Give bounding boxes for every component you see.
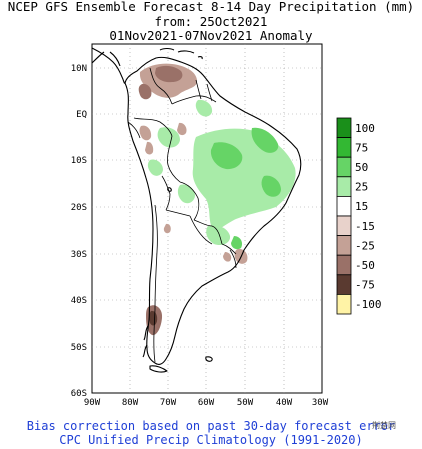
legend-swatch <box>336 274 352 295</box>
lon-label-60w: 60W <box>198 398 215 408</box>
legend-swatch <box>336 293 352 315</box>
border-venezuela-brazil <box>171 95 217 105</box>
legend-label: -25 <box>355 239 375 252</box>
dry-anomaly-colombia <box>138 83 152 100</box>
climatology-note: CPC Unified Precip Climatology (1991-202… <box>59 433 363 447</box>
wet-anomaly-bolivia <box>177 184 195 204</box>
lat-label-10n: 10N <box>71 64 87 74</box>
lat-label-50s: 50S <box>71 343 87 353</box>
border-ecuador-peru <box>127 121 141 139</box>
dry-anomaly-venezuela-core <box>155 65 183 83</box>
mexico-coastline <box>91 51 105 64</box>
patagonian-fjords <box>142 325 149 358</box>
legend-swatch <box>336 254 352 276</box>
latitude-labels: 10N EQ 10S 20S 30S 40S 50S 60S <box>71 64 87 399</box>
border-colombia-peru <box>133 117 173 137</box>
legend-swatch <box>336 176 352 197</box>
legend-swatch <box>336 195 352 217</box>
dry-anomaly-ecuador <box>139 125 152 141</box>
wet-anomaly-northeast-brazil <box>251 127 279 153</box>
dry-anomaly-central-amazon <box>177 122 187 136</box>
lat-label-eq: EQ <box>76 110 87 120</box>
legend-swatch <box>336 215 352 237</box>
wet-anomaly-east-brazil <box>261 175 281 197</box>
lon-label-30w: 30W <box>312 398 329 408</box>
country-borders <box>127 67 237 363</box>
wet-anomaly-peru <box>147 159 163 176</box>
legend-label: 50 <box>355 161 368 174</box>
color-legend: 100 75 50 25 15 -15 -25 -50 -75 -100 <box>336 117 382 315</box>
valid-period: 01Nov2021-07Nov2021 Anomaly <box>109 28 313 43</box>
lon-label-80w: 80W <box>122 398 139 408</box>
wet-anomaly-paraguay <box>206 225 231 246</box>
border-uruguay <box>229 249 237 269</box>
dry-anomaly-patagonia-core <box>149 310 158 326</box>
map-title: NCEP GFS Ensemble Forecast 8-14 Day Prec… <box>7 0 415 14</box>
wet-anomaly-uruguay <box>231 236 243 250</box>
lat-label-60s: 60S <box>71 389 87 399</box>
border-guianas <box>195 79 213 102</box>
falkland-islands <box>205 356 213 362</box>
legend-swatch <box>336 117 352 139</box>
lon-label-90w: 90W <box>84 398 101 408</box>
border-chile-argentina <box>153 204 158 363</box>
legend-swatch <box>336 156 352 178</box>
coastlines <box>91 47 302 373</box>
legend-label: -15 <box>355 220 375 233</box>
caribbean-islands <box>159 47 203 60</box>
legend-label: 25 <box>355 181 368 194</box>
south-america-coastline <box>124 56 302 365</box>
wet-anomaly-amazon-west <box>157 127 180 148</box>
longitude-labels: 90W 80W 70W 60W 50W 40W 30W <box>84 398 329 408</box>
border-paraguay <box>189 215 223 245</box>
anomaly-shading <box>138 63 296 336</box>
legend-label: 15 <box>355 200 368 213</box>
border-bolivia-brazil <box>179 181 200 221</box>
central-america-coastline <box>91 47 126 84</box>
wet-anomaly-guiana <box>195 99 213 117</box>
border-colombia-venezuela <box>149 67 173 105</box>
border-bolivia-argentina <box>165 209 191 217</box>
lat-label-40s: 40S <box>71 296 87 306</box>
wet-anomaly-brazil-core <box>210 142 243 170</box>
forecast-issue-date: from: 25Oct2021 <box>154 14 268 29</box>
lat-label-30s: 30S <box>71 250 87 260</box>
legend-label: -100 <box>355 298 382 311</box>
watermark-logo: 荆楚网 <box>372 421 396 430</box>
map-frame <box>91 43 323 394</box>
lake-titicaca <box>167 187 172 192</box>
legend-swatch <box>336 235 352 256</box>
legend-label: -50 <box>355 259 375 272</box>
legend-label: -75 <box>355 279 375 292</box>
lat-label-10s: 10S <box>71 156 87 166</box>
dry-anomaly-peru-coast <box>145 141 154 155</box>
legend-label: 75 <box>355 141 368 154</box>
dry-anomaly-rio-de-la-plata <box>223 252 232 262</box>
lon-label-40w: 40W <box>276 398 293 408</box>
lon-label-50w: 50W <box>237 398 254 408</box>
dry-anomaly-central-andes <box>163 223 171 234</box>
legend-label: 100 <box>355 122 375 135</box>
tierra-del-fuego <box>149 365 168 373</box>
lon-label-70w: 70W <box>160 398 177 408</box>
bias-correction-note: Bias correction based on past 30-day for… <box>26 419 396 433</box>
border-peru-bolivia <box>161 175 171 211</box>
lat-label-20s: 20S <box>71 203 87 213</box>
border-brazil-argentina <box>221 243 237 255</box>
border-peru-brazil <box>167 135 181 183</box>
legend-swatch <box>336 137 352 158</box>
